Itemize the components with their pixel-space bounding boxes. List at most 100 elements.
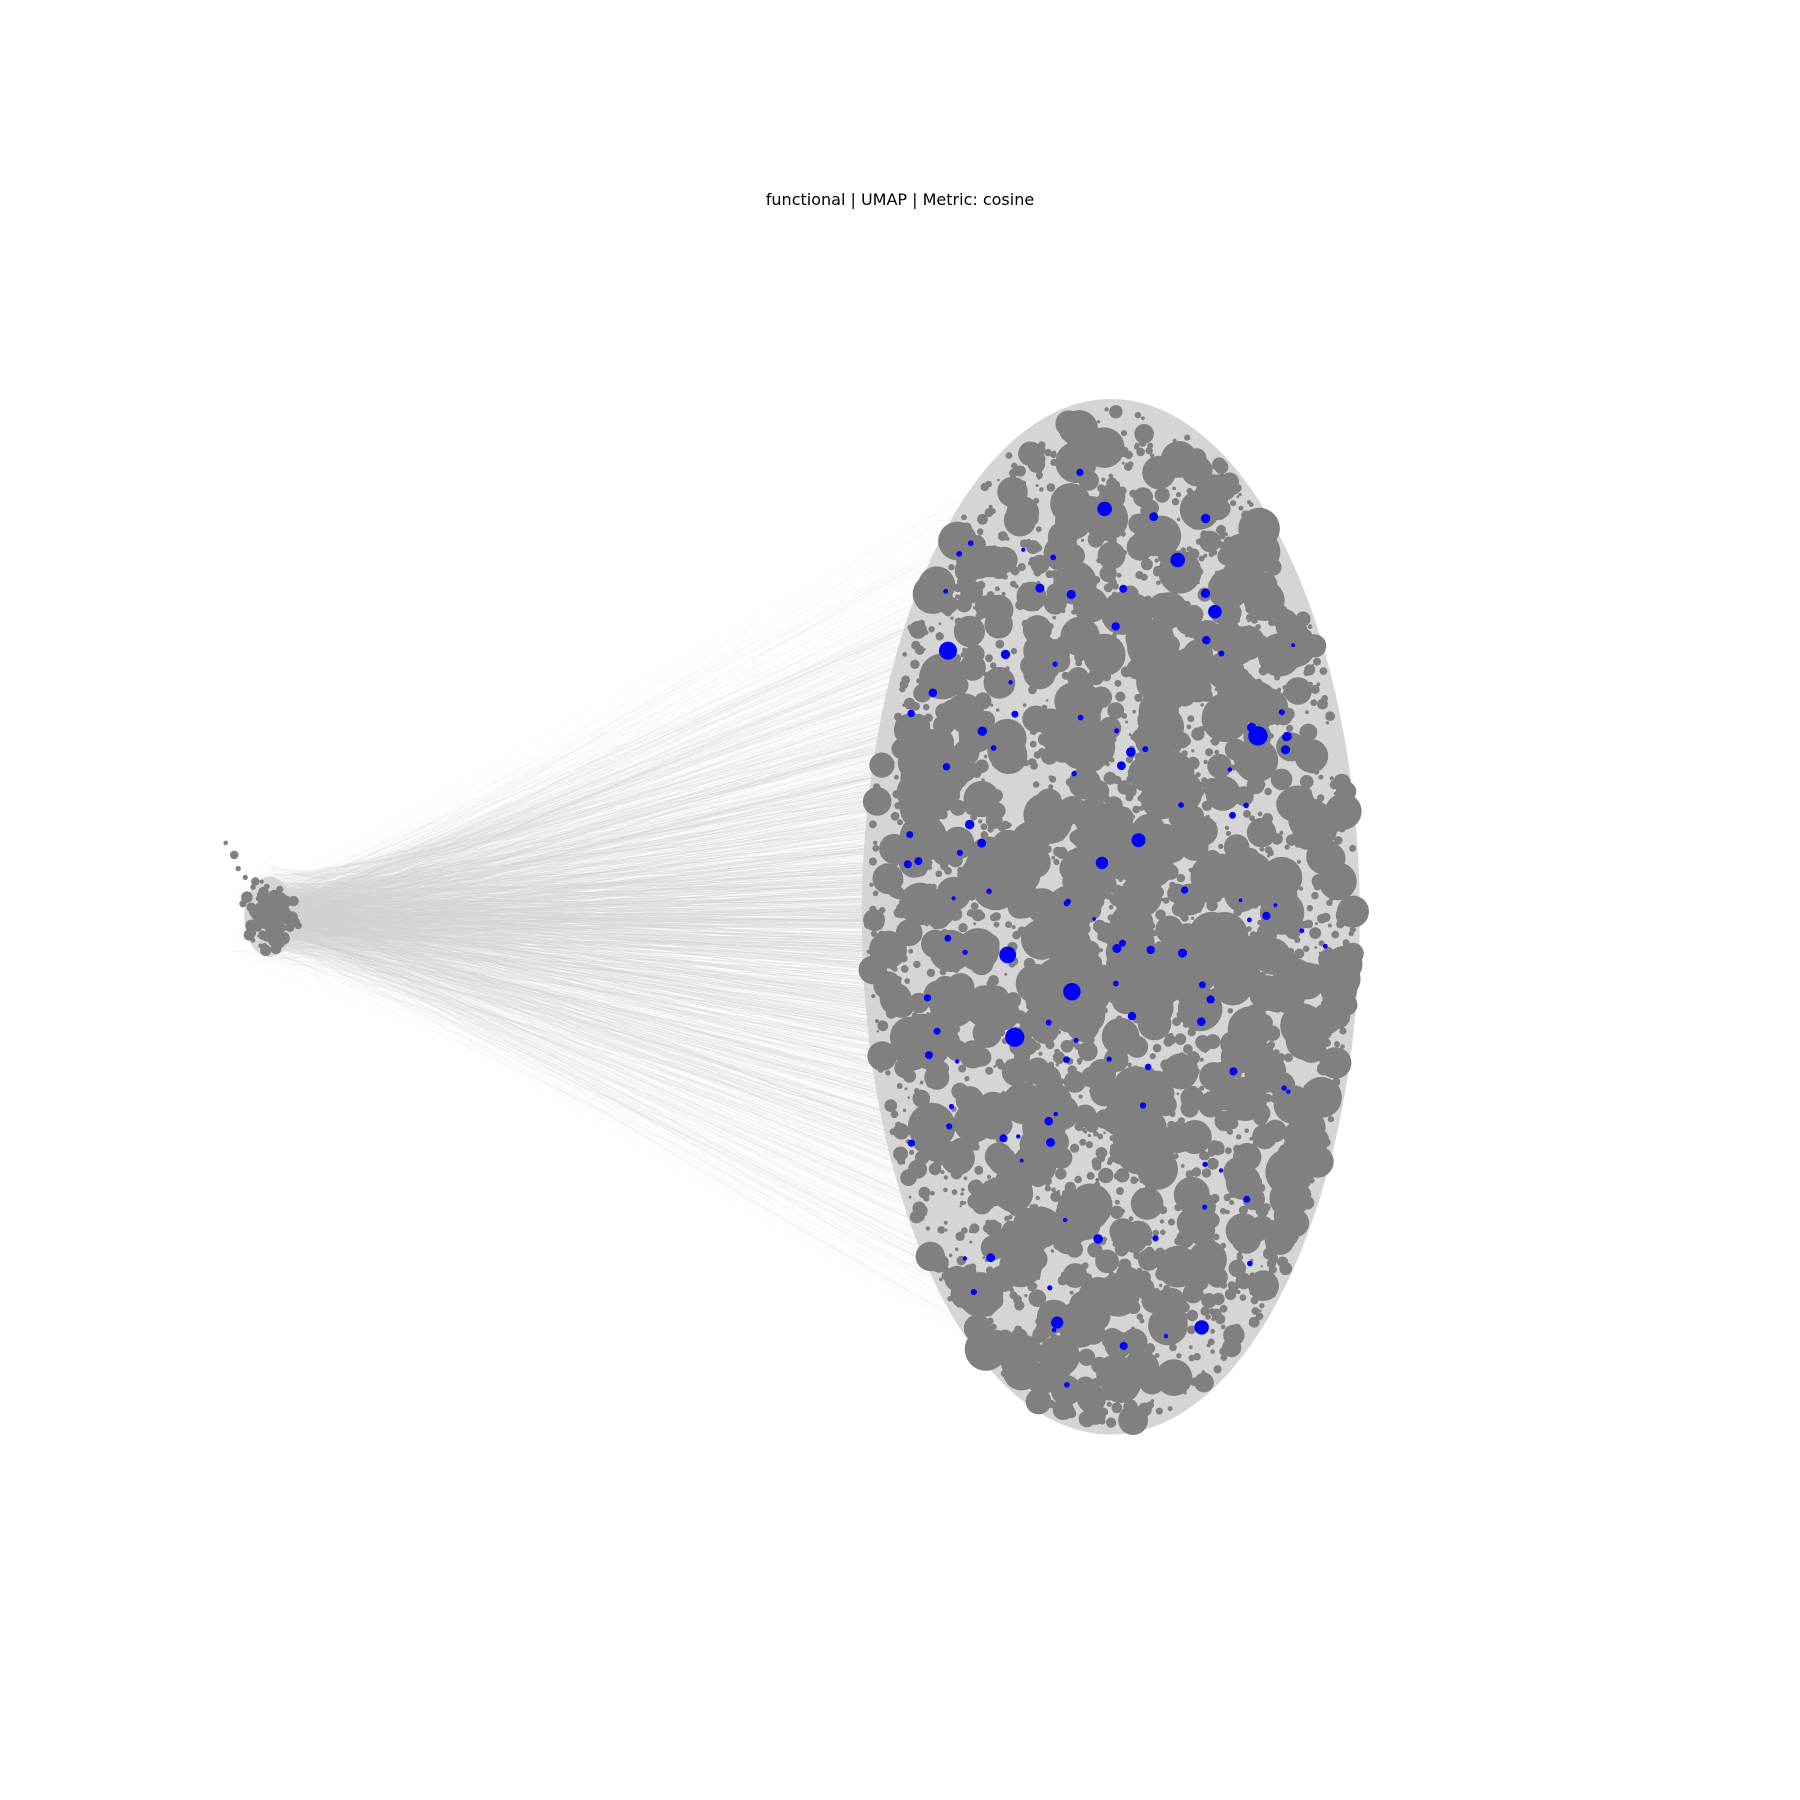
highlighted-node — [906, 831, 914, 839]
highlighted-node — [1052, 661, 1058, 667]
node — [913, 960, 921, 969]
edge — [264, 931, 993, 1314]
highlighted-node — [1278, 709, 1285, 716]
highlighted-node — [1247, 917, 1252, 923]
node — [923, 936, 931, 944]
node — [956, 556, 967, 567]
node — [1168, 1367, 1183, 1382]
node — [1266, 1258, 1277, 1269]
node — [875, 1019, 879, 1024]
node — [1277, 687, 1282, 692]
node — [957, 974, 963, 980]
edge — [268, 930, 978, 1330]
node — [1187, 895, 1195, 903]
edge — [254, 926, 945, 1031]
node — [1186, 1309, 1199, 1322]
node — [967, 1193, 984, 1210]
edge — [265, 548, 1031, 941]
node — [1113, 1058, 1122, 1067]
node — [1149, 1053, 1156, 1060]
node — [1080, 1349, 1088, 1357]
node — [1030, 1282, 1038, 1290]
node — [1205, 1104, 1210, 1109]
edge — [272, 923, 914, 998]
node — [1073, 1379, 1077, 1383]
node — [911, 1012, 918, 1019]
node — [1166, 519, 1171, 523]
node — [1299, 690, 1308, 699]
node — [1050, 1333, 1058, 1340]
node — [995, 678, 999, 682]
node — [1120, 629, 1124, 633]
node — [987, 591, 995, 599]
node — [1219, 1304, 1228, 1313]
highlighted-node — [1229, 811, 1236, 819]
node — [1137, 679, 1147, 690]
edge — [280, 842, 905, 921]
node — [1217, 541, 1226, 549]
node — [1103, 795, 1111, 804]
node — [1097, 1133, 1104, 1140]
highlighted-node — [1202, 636, 1211, 645]
node — [1062, 1377, 1067, 1382]
edge — [268, 654, 923, 914]
node — [1125, 793, 1134, 802]
edge — [280, 896, 896, 1084]
node — [1064, 1340, 1072, 1347]
node — [1178, 1301, 1190, 1313]
edge — [265, 899, 933, 1208]
node — [1147, 1207, 1152, 1213]
edge — [260, 574, 1028, 917]
node — [1249, 1291, 1254, 1295]
node — [959, 732, 973, 746]
node — [987, 1174, 992, 1179]
node — [1255, 606, 1261, 611]
node — [1121, 430, 1127, 437]
node — [241, 891, 253, 903]
edge — [258, 949, 1046, 1318]
edge — [254, 921, 981, 1321]
node — [904, 978, 910, 984]
highlighted-node — [999, 1134, 1008, 1143]
node — [1020, 654, 1042, 677]
node — [959, 996, 965, 1002]
edge — [267, 919, 946, 1191]
node — [974, 1165, 984, 1175]
edge — [272, 755, 970, 908]
node — [916, 1204, 928, 1217]
node — [1283, 700, 1287, 704]
node — [1188, 931, 1196, 939]
node — [1123, 926, 1130, 933]
node — [928, 1162, 942, 1176]
node — [1141, 1199, 1148, 1207]
hub-node — [1283, 1127, 1326, 1170]
node — [950, 1118, 954, 1122]
node — [1011, 925, 1016, 929]
node — [1167, 1406, 1173, 1412]
node — [1149, 1317, 1152, 1321]
node — [880, 869, 888, 877]
node — [1258, 1309, 1262, 1312]
node — [1137, 913, 1145, 921]
highlighted-node — [907, 709, 915, 718]
node — [921, 1129, 931, 1139]
node — [1159, 1283, 1163, 1288]
node — [1156, 580, 1161, 585]
node — [1188, 548, 1200, 560]
node — [1035, 1195, 1040, 1201]
node — [1108, 1340, 1114, 1346]
hub-node — [1112, 1066, 1160, 1113]
node — [1101, 672, 1112, 682]
node — [1312, 1096, 1322, 1105]
node — [242, 874, 248, 881]
edge — [265, 628, 994, 921]
node — [1247, 1065, 1250, 1068]
node — [1203, 553, 1208, 558]
hub-node — [1160, 1316, 1187, 1343]
node — [1097, 484, 1105, 493]
edge — [284, 901, 1087, 1409]
node — [1014, 584, 1019, 589]
node — [1206, 899, 1218, 912]
hub-node — [1012, 863, 1041, 891]
node — [1329, 984, 1335, 990]
